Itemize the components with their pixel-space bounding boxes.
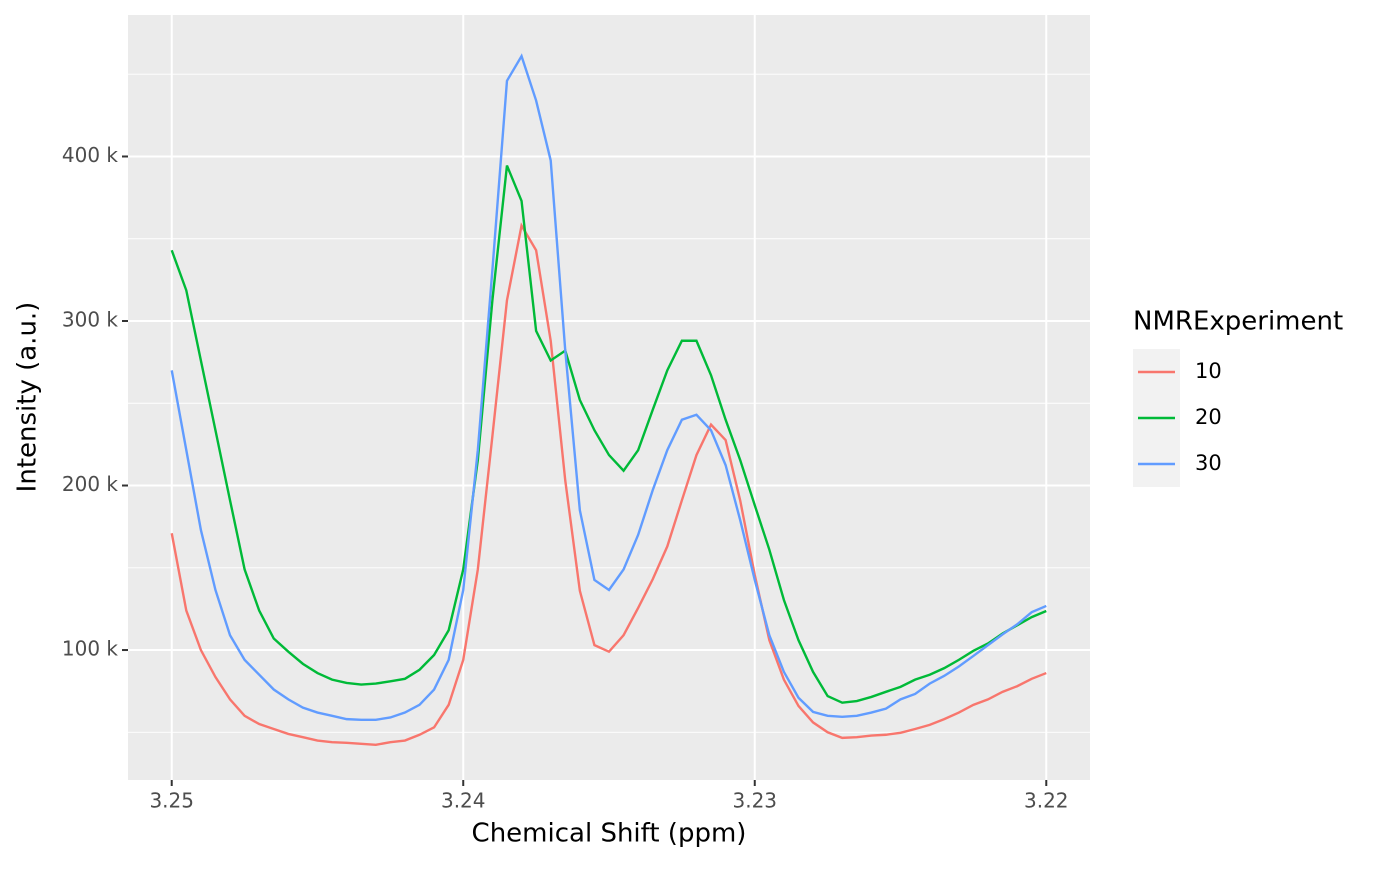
y-tick-label: 300 k [62,308,119,332]
series-line [170,222,1047,746]
legend-label: 30 [1195,451,1222,475]
panel [128,15,1090,780]
x-axis-title: Chemical Shift (ppm) [472,819,747,849]
y-axis-title: Intensity (a.u.) [13,302,43,493]
legend-title: NMRExperiment [1133,307,1343,337]
series-line [170,165,1047,704]
x-tick-label: 3.23 [732,789,777,813]
y-tick-label: 400 k [62,143,119,167]
y-tick-label: 200 k [62,472,119,496]
y-tick-label: 100 k [62,637,119,661]
legend-label: 20 [1195,405,1222,429]
x-tick-label: 3.25 [149,789,194,813]
legend-label: 10 [1195,359,1222,383]
x-tick-label: 3.22 [1024,789,1069,813]
series-line [170,53,1047,721]
x-tick-label: 3.24 [441,789,486,813]
